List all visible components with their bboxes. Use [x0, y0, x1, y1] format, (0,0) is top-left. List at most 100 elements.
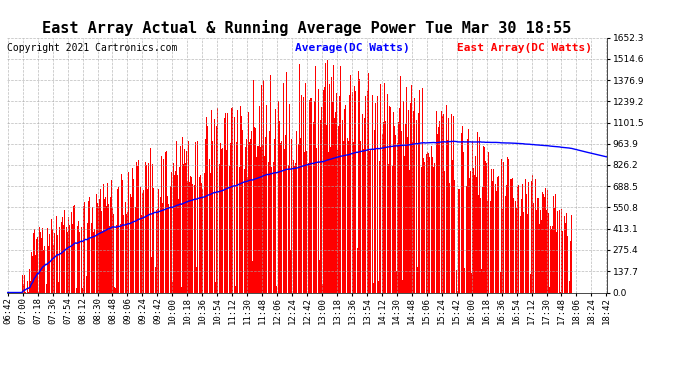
Bar: [119, 202, 120, 292]
Bar: [126, 214, 127, 292]
Bar: [338, 126, 339, 292]
Bar: [295, 162, 296, 292]
Bar: [215, 282, 216, 292]
Bar: [133, 179, 134, 292]
Bar: [386, 111, 387, 292]
Bar: [473, 168, 474, 292]
Bar: [531, 181, 532, 292]
Bar: [102, 231, 103, 292]
Bar: [113, 214, 114, 292]
Bar: [367, 92, 368, 292]
Bar: [431, 146, 432, 292]
Bar: [111, 180, 112, 292]
Bar: [298, 144, 299, 292]
Bar: [43, 250, 44, 292]
Bar: [549, 287, 550, 292]
Bar: [164, 206, 165, 292]
Bar: [273, 162, 274, 292]
Bar: [187, 181, 188, 292]
Bar: [195, 142, 196, 292]
Bar: [464, 164, 465, 292]
Bar: [208, 164, 209, 292]
Bar: [210, 173, 211, 292]
Bar: [433, 167, 434, 292]
Bar: [88, 201, 89, 292]
Bar: [118, 187, 119, 292]
Bar: [145, 173, 146, 292]
Bar: [344, 109, 345, 292]
Bar: [170, 186, 171, 292]
Bar: [381, 123, 382, 292]
Bar: [413, 111, 414, 292]
Bar: [529, 187, 530, 292]
Bar: [45, 244, 46, 292]
Bar: [348, 141, 349, 292]
Bar: [369, 151, 370, 292]
Bar: [353, 142, 354, 292]
Bar: [407, 137, 408, 292]
Bar: [437, 134, 438, 292]
Bar: [398, 122, 399, 292]
Bar: [237, 92, 238, 292]
Bar: [260, 147, 261, 292]
Bar: [405, 124, 406, 292]
Bar: [379, 161, 380, 292]
Bar: [414, 98, 415, 292]
Bar: [326, 88, 327, 292]
Bar: [283, 141, 284, 292]
Bar: [147, 189, 148, 292]
Average(DC Watts): [548, 144, 556, 148]
Bar: [87, 223, 88, 292]
Bar: [22, 275, 23, 292]
Bar: [571, 215, 572, 292]
Bar: [70, 234, 71, 292]
Bar: [44, 246, 45, 292]
Bar: [312, 74, 313, 292]
Title: East Array Actual & Running Average Power Tue Mar 30 18:55: East Array Actual & Running Average Powe…: [42, 20, 572, 36]
Bar: [330, 147, 331, 292]
Bar: [436, 111, 437, 292]
Bar: [257, 98, 258, 292]
Bar: [457, 291, 458, 292]
Bar: [541, 220, 542, 292]
Bar: [135, 207, 136, 292]
Bar: [212, 141, 213, 292]
Bar: [518, 184, 519, 292]
Bar: [23, 284, 24, 292]
Bar: [471, 273, 472, 292]
Bar: [255, 128, 256, 292]
Bar: [547, 190, 548, 292]
Bar: [499, 204, 500, 292]
Bar: [345, 105, 346, 292]
Bar: [512, 178, 513, 292]
Bar: [115, 288, 116, 292]
Bar: [320, 120, 321, 292]
Bar: [53, 245, 54, 292]
Bar: [108, 204, 109, 292]
Bar: [199, 177, 200, 292]
Bar: [207, 126, 208, 292]
Bar: [301, 96, 302, 292]
Bar: [563, 240, 564, 292]
Bar: [134, 203, 135, 292]
Bar: [216, 126, 217, 292]
Bar: [166, 150, 167, 292]
Bar: [110, 197, 111, 292]
Bar: [406, 87, 407, 292]
Bar: [281, 141, 282, 292]
Bar: [154, 153, 155, 292]
Bar: [346, 141, 347, 292]
Bar: [391, 110, 392, 292]
Bar: [555, 194, 556, 292]
Bar: [289, 104, 290, 292]
Bar: [114, 287, 115, 292]
Bar: [484, 284, 485, 292]
Bar: [411, 84, 412, 292]
Bar: [179, 167, 180, 292]
Bar: [190, 176, 191, 292]
Bar: [378, 281, 379, 292]
Bar: [456, 270, 457, 292]
Bar: [106, 206, 107, 292]
Bar: [417, 267, 418, 292]
Bar: [495, 184, 496, 292]
